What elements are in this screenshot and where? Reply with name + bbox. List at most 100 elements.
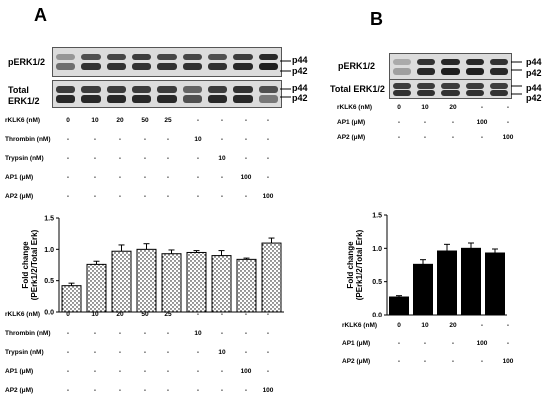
condition-cell: -: [423, 119, 427, 126]
condition-row-label: AP2 (μM): [5, 193, 34, 200]
blot-band: [392, 90, 412, 96]
condition-cell: -: [220, 136, 224, 143]
blot-band: [441, 90, 460, 96]
condition-cell: -: [166, 174, 170, 181]
panel-b-p44-top: p44: [526, 57, 542, 67]
condition-cell: -: [397, 134, 401, 141]
blot-band: [81, 54, 101, 60]
panel-a-p44-bottom: p44: [292, 83, 308, 93]
bar: [211, 255, 232, 313]
panel-a-p42-bottom: p42: [292, 93, 308, 103]
blot-band: [489, 59, 509, 66]
blot-band: [465, 59, 484, 66]
condition-cell: -: [266, 174, 270, 181]
condition-cell: 0: [397, 104, 401, 111]
condition-cell: -: [196, 174, 200, 181]
blot-band: [258, 63, 278, 71]
blot-band: [208, 63, 228, 71]
blot-band: [182, 63, 202, 71]
panel-b-total-label: Total ERK1/2: [330, 84, 385, 94]
bar: [261, 242, 282, 313]
condition-cell: -: [480, 104, 484, 111]
condition-cell: -: [143, 387, 147, 394]
condition-cell: -: [196, 368, 200, 375]
condition-cell: -: [480, 358, 484, 365]
blot-band: [56, 54, 76, 60]
blot-band: [157, 95, 177, 103]
condition-cell: -: [93, 368, 97, 375]
panel-b-perk-label: pERK1/2: [338, 61, 376, 71]
condition-cell: 20: [116, 117, 124, 124]
condition-cell: -: [266, 117, 270, 124]
y-tick-label: 1.0: [372, 246, 382, 253]
condition-cell: 20: [449, 104, 457, 111]
condition-cell: 10: [91, 117, 99, 124]
blot-band: [258, 54, 278, 60]
condition-cell: 100: [240, 174, 252, 181]
y-tick-label: 0.5: [44, 278, 54, 285]
condition-row-label: AP1 (μM): [5, 174, 34, 181]
blot-band: [106, 63, 126, 71]
blot-band: [182, 86, 202, 93]
condition-row-label: rKLK6 (nM): [5, 117, 41, 124]
condition-cell: -: [196, 311, 200, 318]
condition-cell: -: [244, 349, 248, 356]
blot-band: [392, 59, 412, 66]
blot-band: [157, 63, 177, 71]
condition-cell: -: [451, 119, 455, 126]
bar: [161, 253, 182, 313]
blot-band: [132, 54, 152, 60]
bar: [186, 251, 207, 313]
condition-cell: -: [143, 193, 147, 200]
blot-band: [208, 86, 228, 93]
condition-cell: -: [506, 119, 510, 126]
panel-a-total-label-line1: Total: [8, 85, 29, 95]
condition-cell: -: [93, 387, 97, 394]
condition-cell: -: [451, 358, 455, 365]
condition-row-label: AP1 (μM): [342, 340, 371, 347]
blot-band: [417, 59, 436, 66]
blot-band: [233, 63, 253, 71]
condition-cell: -: [66, 368, 70, 375]
condition-cell: -: [266, 155, 270, 162]
condition-cell: 100: [502, 134, 514, 141]
bar: [61, 285, 82, 313]
condition-cell: -: [397, 119, 401, 126]
condition-cell: -: [93, 349, 97, 356]
condition-cell: -: [451, 134, 455, 141]
panel-b-total-erk-blot: [389, 79, 512, 99]
condition-cell: -: [244, 330, 248, 337]
condition-cell: -: [397, 340, 401, 347]
condition-cell: -: [143, 155, 147, 162]
condition-cell: -: [143, 136, 147, 143]
blot-band: [56, 95, 76, 103]
condition-cell: -: [451, 340, 455, 347]
panel-b-p44-bottom: p44: [526, 83, 542, 93]
blot-band: [157, 86, 177, 93]
condition-cell: -: [266, 330, 270, 337]
condition-cell: -: [93, 136, 97, 143]
condition-cell: -: [166, 349, 170, 356]
condition-cell: -: [93, 330, 97, 337]
blot-band: [417, 67, 436, 76]
condition-cell: -: [244, 387, 248, 394]
panel-a-perk-blot: [52, 47, 282, 77]
condition-cell: -: [93, 193, 97, 200]
condition-cell: -: [244, 193, 248, 200]
panel-a-band-arrows: [280, 60, 291, 98]
condition-row-label: AP1 (μM): [5, 368, 34, 375]
condition-cell: -: [66, 349, 70, 356]
blot-band: [233, 54, 253, 60]
condition-row-label: rKLK6 (nM): [342, 322, 378, 329]
blot-band: [392, 67, 412, 76]
condition-cell: -: [266, 349, 270, 356]
condition-cell: 50: [141, 311, 149, 318]
condition-row-label: rKLK6 (nM): [337, 104, 373, 111]
blot-band: [258, 95, 278, 103]
condition-cell: 10: [421, 104, 429, 111]
condition-cell: -: [118, 193, 122, 200]
condition-cell: -: [244, 117, 248, 124]
condition-cell: 100: [476, 119, 488, 126]
blot-band: [157, 54, 177, 60]
condition-cell: 10: [194, 330, 202, 337]
